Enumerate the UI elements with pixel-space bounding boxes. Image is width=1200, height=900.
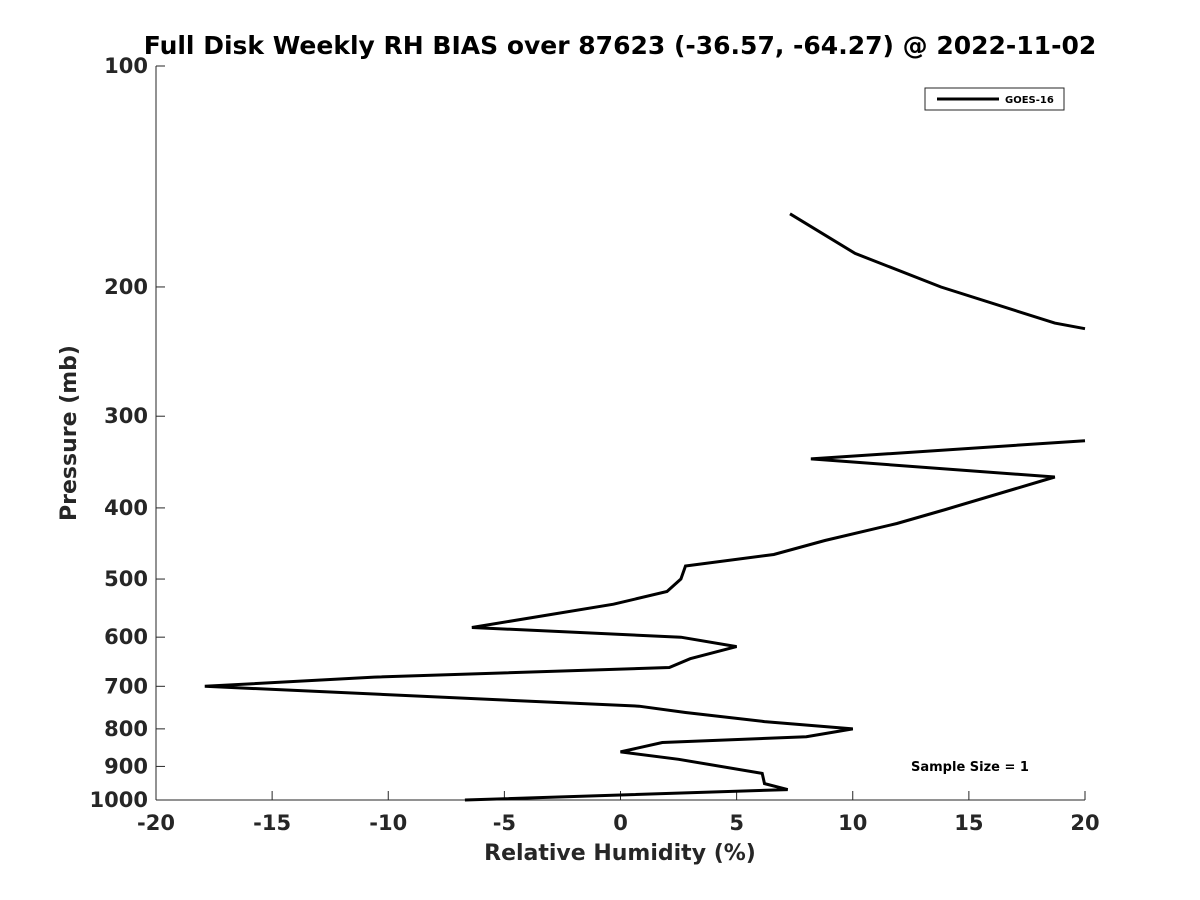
x-tick-label: 0 bbox=[613, 811, 628, 835]
x-tick-label: 10 bbox=[838, 811, 867, 835]
plot-area: -20 -15 -10 -5 0 5 10 15 20 100 200 300 400 500 600 70… bbox=[90, 54, 1100, 835]
x-axis-label: Relative Humidity (%) bbox=[484, 841, 756, 866]
x-tick-label: 15 bbox=[954, 811, 983, 835]
y-tick-label: 800 bbox=[104, 717, 148, 741]
y-tick-label: 600 bbox=[104, 625, 148, 649]
y-tick-label: 500 bbox=[104, 567, 148, 591]
legend: GOES-16 bbox=[924, 87, 1065, 111]
y-tick-label: 100 bbox=[104, 54, 148, 78]
y-tick-label: 900 bbox=[104, 754, 148, 778]
sample-size-annotation: Sample Size = 1 bbox=[911, 760, 1029, 775]
legend-label-goes-16: GOES-16 bbox=[1005, 95, 1054, 106]
series-group bbox=[204, 212, 1086, 802]
x-axis-ticks: -20 -15 -10 -5 0 5 10 15 20 bbox=[137, 791, 1100, 835]
x-tick-label: 5 bbox=[729, 811, 744, 835]
chart-title: Full Disk Weekly RH BIAS over 87623 (-36… bbox=[144, 31, 1097, 60]
y-axis-label: Pressure (mb) bbox=[57, 345, 82, 521]
x-tick-label: -15 bbox=[253, 811, 291, 835]
y-tick-label: 700 bbox=[104, 674, 148, 698]
x-tick-label: -20 bbox=[137, 811, 175, 835]
y-tick-label: 200 bbox=[104, 275, 148, 299]
y-tick-label: 400 bbox=[104, 496, 148, 520]
x-tick-label: -10 bbox=[369, 811, 407, 835]
y-axis-ticks: 100 200 300 400 500 600 700 800 900 1000 bbox=[90, 54, 165, 812]
y-tick-label: 300 bbox=[104, 404, 148, 428]
x-tick-label: -5 bbox=[493, 811, 516, 835]
x-tick-label: 20 bbox=[1070, 811, 1099, 835]
y-tick-label: 1000 bbox=[90, 788, 148, 812]
series-line-0 bbox=[204, 212, 1086, 802]
